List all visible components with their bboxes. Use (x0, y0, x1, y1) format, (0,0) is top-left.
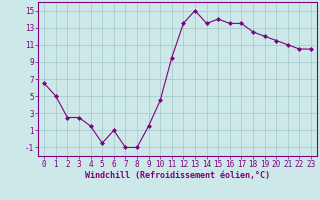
X-axis label: Windchill (Refroidissement éolien,°C): Windchill (Refroidissement éolien,°C) (85, 171, 270, 180)
